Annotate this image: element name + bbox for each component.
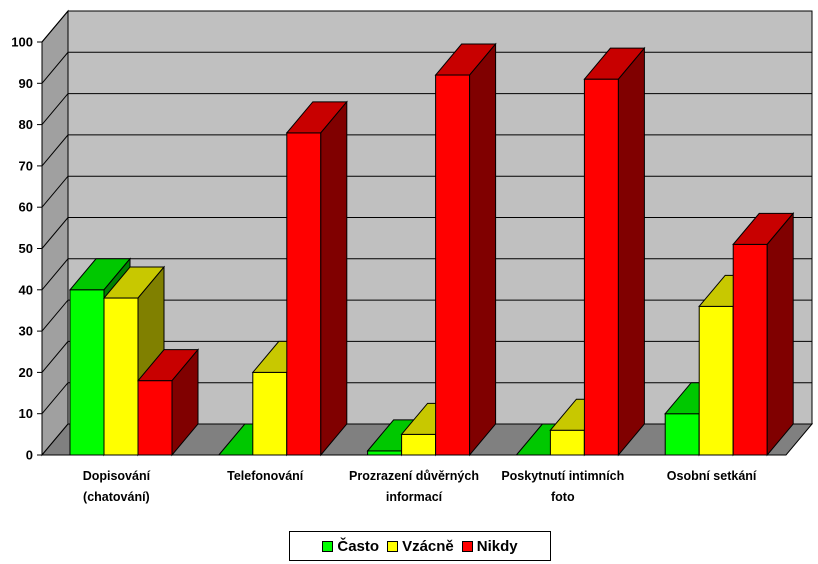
x-tick-label-4: Osobní setkání [667, 469, 757, 483]
gridline-10 [41, 382, 812, 415]
x-tick-label-0: Dopisování (chatování) [83, 469, 151, 504]
y-tick-label-50: 50 [19, 241, 33, 256]
y-tick-label-60: 60 [19, 200, 33, 215]
bar-side [617, 46, 645, 457]
bar-3-2 [583, 46, 646, 457]
bar-front [367, 450, 403, 456]
y-tick-label-40: 40 [19, 282, 33, 297]
bar-side [469, 42, 497, 457]
gridline-70 [41, 134, 812, 167]
gridline-90 [41, 51, 812, 84]
bar-front [401, 433, 437, 456]
bar-side [320, 100, 348, 457]
bar-front [286, 132, 322, 456]
bar-front [103, 297, 139, 456]
bar-1-2 [285, 100, 348, 457]
y-tick-label-100: 100 [11, 35, 33, 50]
bar-front [664, 413, 700, 456]
y-tick-label-10: 10 [19, 406, 33, 421]
gridlines [41, 10, 812, 415]
bar-front [69, 289, 105, 456]
bar-front [583, 78, 619, 456]
gridline-80 [41, 93, 812, 125]
gridline-40 [41, 258, 812, 291]
x-axis-labels: Dopisování (chatování) Telefonování Prozraz… [83, 469, 757, 504]
x-tick-label-3: Poskytnutí intimních foto [501, 469, 624, 504]
bar-chart: 0 10 20 30 40 50 60 70 80 90 100 Dopisování (chatov… [11, 9, 814, 504]
y-tick-label-0: 0 [26, 448, 33, 463]
bar-2-2 [434, 42, 497, 457]
bar-side [171, 348, 199, 457]
gridline-60 [41, 175, 812, 208]
gridline-50 [41, 217, 812, 249]
y-tick-label-80: 80 [19, 117, 33, 132]
y-tick-label-70: 70 [19, 158, 33, 173]
bar-side [766, 211, 794, 457]
gridline-20 [41, 340, 812, 373]
x-tick-label-1: Telefonování [227, 469, 304, 483]
bar-front [252, 371, 288, 456]
legend-label-1: Vzácně [402, 537, 454, 555]
legend-swatch-2 [461, 540, 473, 552]
legend-label-0: Často [337, 537, 380, 555]
legend-item-series-2: Nikdy [461, 537, 518, 555]
y-tick-label-30: 30 [19, 324, 33, 339]
x-tick-label-2: Prozrazení důvěrných informací [349, 469, 479, 504]
legend-swatch-0 [322, 540, 334, 552]
y-tick-label-20: 20 [19, 365, 33, 380]
gridline-30 [41, 299, 812, 332]
bar-0-2 [136, 348, 200, 457]
bar-front [435, 74, 471, 456]
legend: Často Vzácně Nikdy [289, 531, 551, 561]
bar-front [698, 305, 734, 456]
bar-front [549, 429, 585, 456]
bar-front [137, 380, 173, 456]
gridline-100 [41, 10, 812, 43]
y-tick-label-90: 90 [19, 76, 33, 91]
bar-front [732, 243, 768, 456]
legend-item-series-0: Často [322, 538, 379, 555]
legend-label-2: Nikdy [476, 537, 518, 555]
legend-swatch-1 [387, 540, 399, 552]
bar-4-2 [732, 211, 795, 457]
bars-layer [68, 42, 795, 457]
legend-item-series-1: Vzácně [387, 538, 454, 555]
